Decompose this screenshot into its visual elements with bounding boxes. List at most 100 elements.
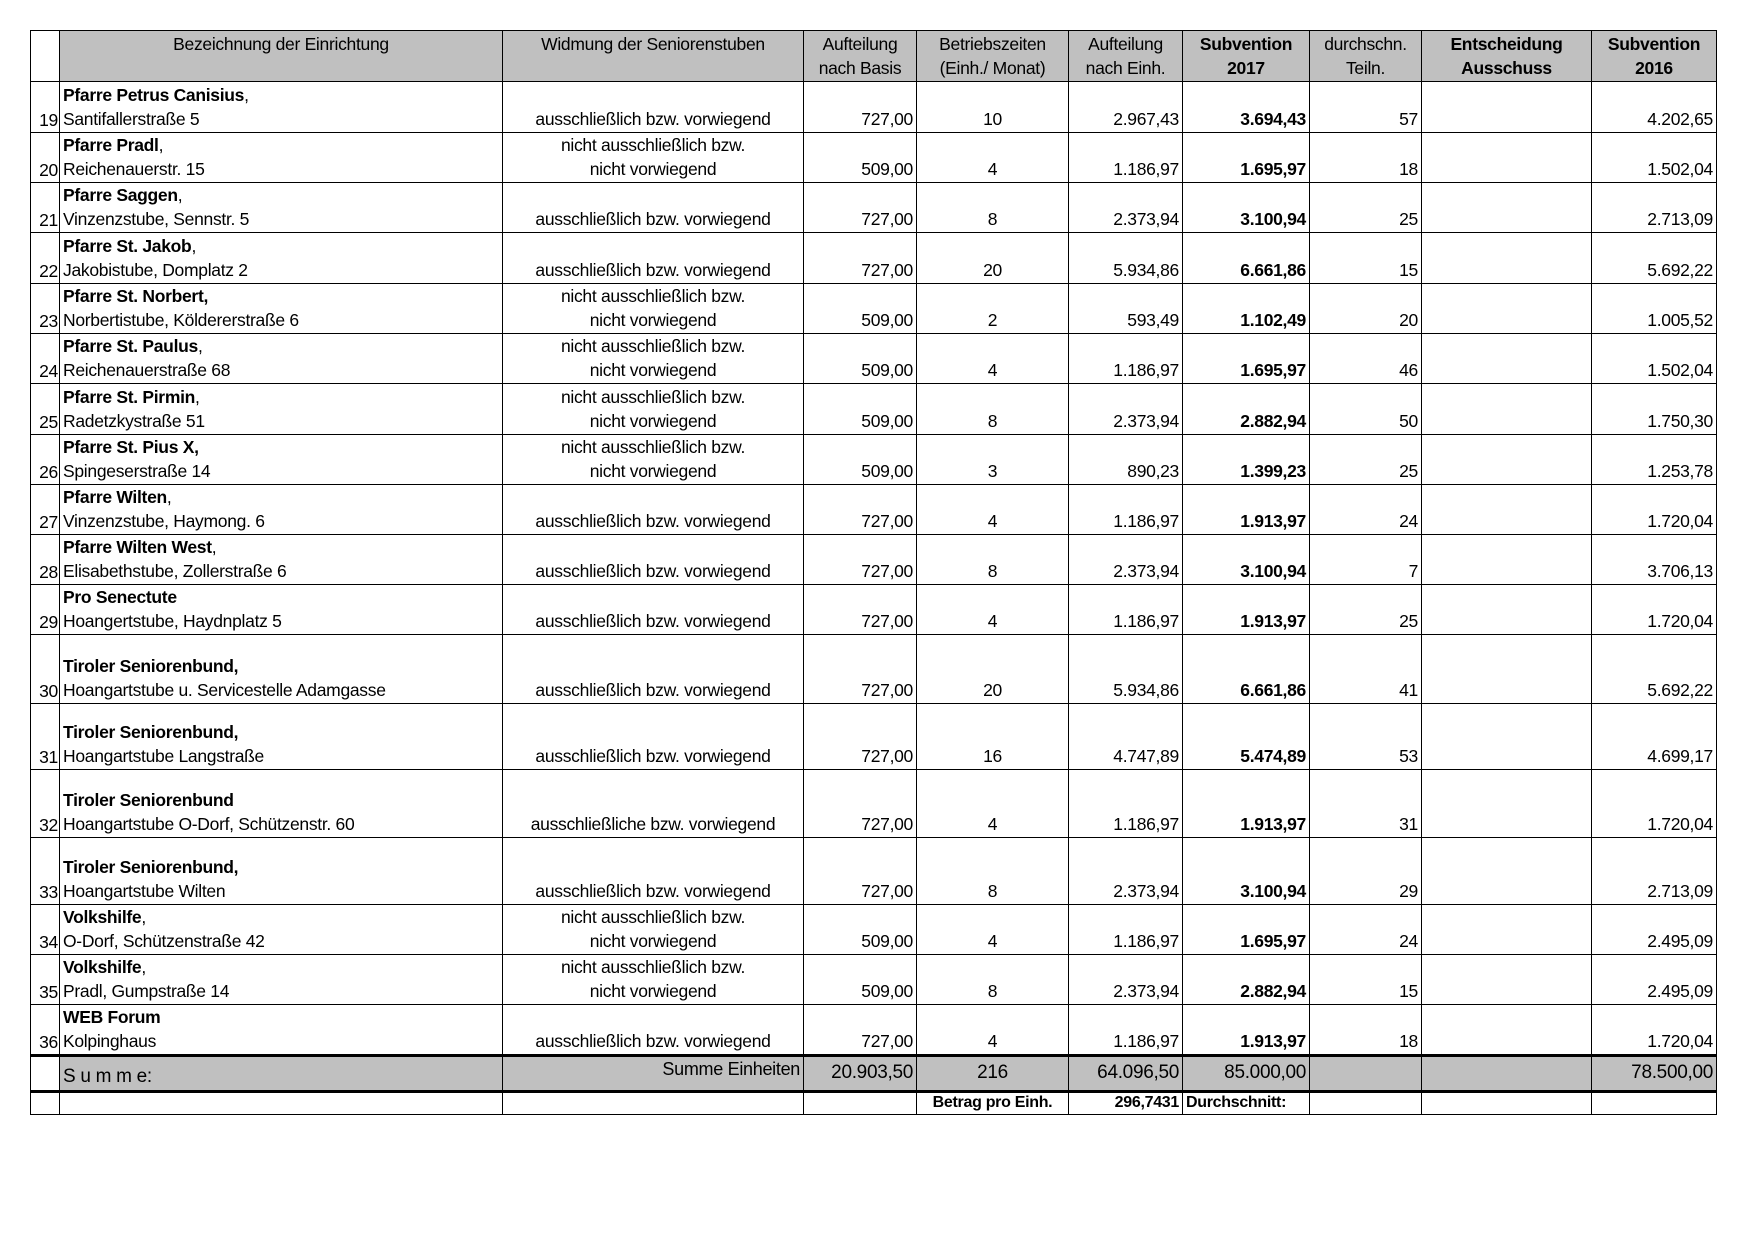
subvention-2017: 1.102,49 bbox=[1182, 283, 1310, 334]
header-label: Entscheidung bbox=[1450, 34, 1563, 54]
facility-title: Pfarre Wilten, bbox=[63, 486, 499, 510]
summary-entscheidung bbox=[1421, 1054, 1592, 1093]
aufteilung-einh: 2.373,94 bbox=[1068, 534, 1183, 585]
widmung-line: nicht vorwiegend bbox=[589, 159, 717, 179]
aufteilung-einh: 1.186,97 bbox=[1068, 769, 1183, 838]
header-col-subvention-2017: Subvention 2017 bbox=[1182, 30, 1310, 82]
facility-title-suffix: , bbox=[177, 185, 183, 205]
table-row: 34 Volkshilfe, O-Dorf, Schützenstraße 42 ni… bbox=[30, 904, 1717, 955]
aufteilung-einh: 890,23 bbox=[1068, 434, 1183, 485]
facility-title-suffix: , bbox=[158, 135, 164, 155]
subvention-2016: 2.713,09 bbox=[1591, 837, 1717, 905]
teilnehmer: 50 bbox=[1309, 383, 1422, 435]
subvention-2017: 1.913,97 bbox=[1182, 1004, 1310, 1056]
row-number: 32 bbox=[30, 769, 60, 838]
aufteilung-basis: 727,00 bbox=[803, 837, 917, 905]
widmung: ausschließlich bzw. vorwiegend bbox=[502, 81, 804, 133]
footer-empty bbox=[502, 1091, 804, 1115]
entscheidung bbox=[1421, 534, 1592, 585]
facility-name: Pfarre Saggen, Vinzenzstube, Sennstr. 5 bbox=[59, 182, 503, 233]
aufteilung-basis: 727,00 bbox=[803, 634, 917, 704]
entscheidung bbox=[1421, 333, 1592, 384]
table-row: 24 Pfarre St. Paulus, Reichenauerstraße 68… bbox=[30, 333, 1717, 384]
facility-name: Pfarre Wilten, Vinzenzstube, Haymong. 6 bbox=[59, 484, 503, 535]
header-label: Teiln. bbox=[1345, 58, 1386, 78]
facility-address: Kolpinghaus bbox=[63, 1031, 157, 1051]
facility-title: Pfarre St. Norbert, bbox=[63, 285, 499, 309]
teilnehmer: 20 bbox=[1309, 283, 1422, 334]
betriebszeiten: 3 bbox=[916, 434, 1069, 485]
table-row: 28 Pfarre Wilten West, Elisabethstube, Zol… bbox=[30, 534, 1717, 585]
entscheidung bbox=[1421, 383, 1592, 435]
betriebszeiten: 8 bbox=[916, 837, 1069, 905]
subvention-2016: 1.502,04 bbox=[1591, 333, 1717, 384]
subvention-2017: 3.100,94 bbox=[1182, 534, 1310, 585]
betriebszeiten: 4 bbox=[916, 132, 1069, 183]
widmung: nicht ausschließlich bzw. nicht vorwiegen… bbox=[502, 904, 804, 955]
header-label: Betriebszeiten bbox=[939, 34, 1046, 54]
header-col-betriebszeiten: Betriebszeiten (Einh./ Monat) bbox=[916, 30, 1069, 82]
facility-name: Pfarre St. Paulus, Reichenauerstraße 68 bbox=[59, 333, 503, 384]
facility-title: WEB Forum bbox=[63, 1006, 499, 1030]
facility-address: Pradl, Gumpstraße 14 bbox=[63, 981, 230, 1001]
aufteilung-einh: 2.373,94 bbox=[1068, 954, 1183, 1005]
widmung: nicht ausschließlich bzw. nicht vorwiegen… bbox=[502, 283, 804, 334]
subvention-2016: 1.720,04 bbox=[1591, 1004, 1717, 1056]
facility-name: Pfarre St. Pirmin, Radetzkystraße 51 bbox=[59, 383, 503, 435]
facility-title-bold: Pfarre St. Jakob bbox=[63, 236, 192, 256]
table-row: 22 Pfarre St. Jakob, Jakobistube, Domplatz… bbox=[30, 232, 1717, 284]
header-label: nach Basis bbox=[818, 58, 902, 78]
header-label: 2016 bbox=[1635, 58, 1673, 78]
aufteilung-basis: 509,00 bbox=[803, 333, 917, 384]
facility-address: Vinzenzstube, Sennstr. 5 bbox=[63, 209, 250, 229]
widmung-line: nicht vorwiegend bbox=[589, 360, 717, 380]
facility-title: Pfarre St. Pirmin, bbox=[63, 385, 499, 409]
facility-title-bold: Pfarre Wilten bbox=[63, 487, 167, 507]
aufteilung-einh: 1.186,97 bbox=[1068, 904, 1183, 955]
row-number: 20 bbox=[30, 132, 60, 183]
widmung-line: ausschließlich bzw. vorwiegend bbox=[535, 109, 771, 129]
widmung: nicht ausschließlich bzw. nicht vorwiegen… bbox=[502, 434, 804, 485]
facility-title: Pro Senectute bbox=[63, 586, 499, 610]
table-row: 31 Tiroler Seniorenbund, Hoangartstube Lan… bbox=[30, 703, 1717, 770]
header-col-bezeichnung: Bezeichnung der Einrichtung bbox=[59, 30, 503, 82]
aufteilung-basis: 727,00 bbox=[803, 534, 917, 585]
table-row: 33 Tiroler Seniorenbund, Hoangartstube Wil… bbox=[30, 837, 1717, 905]
facility-address: Elisabethstube, Zollerstraße 6 bbox=[63, 561, 287, 581]
widmung-line: ausschließlich bzw. vorwiegend bbox=[535, 561, 771, 581]
header-label: 2017 bbox=[1227, 58, 1265, 78]
row-number: 26 bbox=[30, 434, 60, 485]
betriebszeiten: 4 bbox=[916, 484, 1069, 535]
subvention-2017: 1.913,97 bbox=[1182, 769, 1310, 838]
footer-empty bbox=[1591, 1091, 1717, 1115]
summary-basis: 20.903,50 bbox=[803, 1054, 917, 1093]
entscheidung bbox=[1421, 81, 1592, 133]
facility-title-bold: Pro Senectute bbox=[63, 587, 177, 607]
teilnehmer: 18 bbox=[1309, 132, 1422, 183]
widmung-line: ausschließlich bzw. vorwiegend bbox=[535, 209, 771, 229]
facility-title-suffix: , bbox=[197, 336, 203, 356]
header-label: Ausschuss bbox=[1461, 58, 1552, 78]
facility-address: Jakobistube, Domplatz 2 bbox=[63, 260, 248, 280]
facility-title-bold: Pfarre Pradl bbox=[63, 135, 159, 155]
subvention-2016: 1.720,04 bbox=[1591, 484, 1717, 535]
widmung-line: ausschließlich bzw. vorwiegend bbox=[535, 680, 771, 700]
table-row: 36 WEB Forum Kolpinghaus ausschließlich bzw… bbox=[30, 1004, 1717, 1056]
betrag-pro-einh-value: 296,7431 bbox=[1068, 1091, 1183, 1115]
aufteilung-einh: 1.186,97 bbox=[1068, 132, 1183, 183]
facility-title-suffix: , bbox=[244, 85, 249, 105]
betriebszeiten: 4 bbox=[916, 1004, 1069, 1056]
betriebszeiten: 20 bbox=[916, 232, 1069, 284]
header-label: Aufteilung bbox=[822, 34, 898, 54]
aufteilung-basis: 509,00 bbox=[803, 904, 917, 955]
footer-empty bbox=[1309, 1091, 1422, 1115]
subvention-2016: 2.713,09 bbox=[1591, 182, 1717, 233]
teilnehmer: 25 bbox=[1309, 434, 1422, 485]
facility-title: Volkshilfe, bbox=[63, 906, 499, 930]
betriebszeiten: 4 bbox=[916, 769, 1069, 838]
facility-address: Reichenauerstraße 68 bbox=[63, 360, 231, 380]
table-row: 23 Pfarre St. Norbert, Norbertistube, Köld… bbox=[30, 283, 1717, 334]
facility-address: O-Dorf, Schützenstraße 42 bbox=[63, 931, 265, 951]
facility-title-bold: Tiroler Seniorenbund, bbox=[63, 857, 239, 877]
aufteilung-basis: 509,00 bbox=[803, 132, 917, 183]
